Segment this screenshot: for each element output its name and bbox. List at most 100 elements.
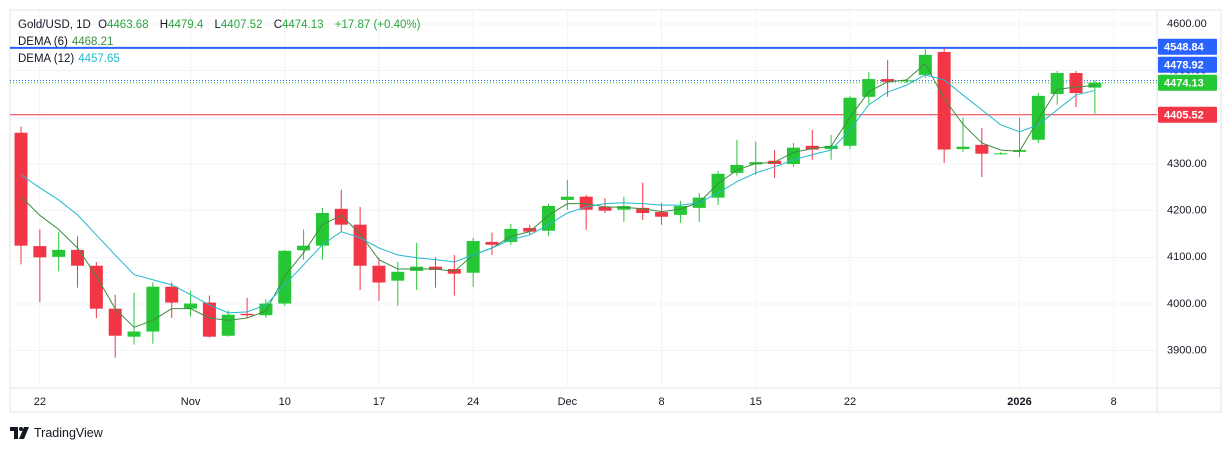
candle-body <box>994 153 1008 155</box>
x-tick-label: 10 <box>279 396 291 408</box>
candle-body <box>278 250 292 304</box>
candle-body <box>598 206 612 211</box>
candle-body <box>1031 95 1045 140</box>
brand: TradingView <box>34 426 103 440</box>
x-tick-label: 8 <box>658 396 664 408</box>
price-label-bg <box>1158 56 1217 73</box>
ohlc-value: 4463.68 <box>107 19 149 31</box>
legend: Gold/USD, 1D O4463.68 H4479.4 L4407.52 C… <box>18 17 424 68</box>
ohlc-label: L <box>214 19 221 31</box>
x-tick-label: 22 <box>844 396 856 408</box>
y-tick-label: 3900.00 <box>1167 345 1207 357</box>
candle-body <box>259 303 273 316</box>
candle-body <box>881 79 895 82</box>
candle-body <box>297 245 311 251</box>
candle-body <box>108 308 122 336</box>
candle-body <box>315 213 329 246</box>
symbol: Gold/USD, 1D <box>18 19 91 31</box>
ohlc: C4474.13 <box>274 19 328 31</box>
indicator-line <box>20 74 1095 314</box>
candle-body <box>655 212 669 217</box>
candle-body <box>89 265 103 309</box>
x-tick-label: 24 <box>467 396 479 408</box>
candle-body <box>730 164 744 173</box>
grid <box>10 10 1157 388</box>
price-label: 4474.13 <box>1164 78 1204 90</box>
candle-body <box>14 132 28 246</box>
candle-body <box>353 224 367 266</box>
candle-body <box>52 249 66 257</box>
x-tick-label: 22 <box>34 396 46 408</box>
ohlc: L4407.52 <box>215 19 267 31</box>
x-tick-label: 17 <box>373 396 385 408</box>
price-label: 4405.52 <box>1164 110 1204 122</box>
candle-body <box>466 241 480 273</box>
candle-body <box>202 302 216 337</box>
candle-body <box>485 241 499 245</box>
candle-body <box>372 265 386 283</box>
price-label-bg <box>1158 38 1217 55</box>
price-label: 4548.84 <box>1164 42 1205 54</box>
x-tick-label: 2026 <box>1007 396 1031 408</box>
ohlc-value: 4479.4 <box>168 19 204 31</box>
candle-body <box>146 286 160 332</box>
candle-body <box>673 206 687 215</box>
indicator-legend: DEMA (12) 4457.65 <box>18 51 424 68</box>
footer: TradingView <box>10 426 103 440</box>
candle-body <box>1088 82 1102 88</box>
x-tick-label: 15 <box>750 396 762 408</box>
ohlc-label: C <box>273 19 282 31</box>
candle-body <box>165 286 179 303</box>
change: +17.87 (+0.40%) <box>334 19 421 31</box>
ohlc-value: 4474.13 <box>282 19 324 31</box>
candle-body <box>560 196 574 200</box>
candle-body <box>899 80 913 82</box>
ohlc-value: 4407.52 <box>220 19 263 31</box>
candle-body <box>1050 73 1064 94</box>
candle-body <box>1069 73 1083 94</box>
candle-body <box>937 52 951 150</box>
indicator-legend: DEMA (6) 4468.21 <box>18 34 424 51</box>
candle-body <box>711 173 725 198</box>
y-tick-label: 4300.00 <box>1167 158 1207 170</box>
candle-body <box>542 206 556 231</box>
candle-body <box>127 331 141 337</box>
ohlc-label: H <box>159 19 169 31</box>
ohlc: H4479.4 <box>160 19 208 31</box>
x-tick-label: 8 <box>1111 396 1117 408</box>
candle-body <box>523 227 537 232</box>
candle-body <box>71 249 85 266</box>
indicator-value: 4457.65 <box>78 53 120 65</box>
y-tick-label: 4600.00 <box>1167 18 1207 30</box>
indicator-name: DEMA (12) <box>18 53 75 65</box>
candle-body <box>184 303 198 309</box>
ohlc: O4463.68 <box>98 19 153 31</box>
candle-body <box>391 271 405 281</box>
ohlc-label: O <box>98 19 108 31</box>
candle-body <box>334 208 348 225</box>
price-label-bg <box>1158 106 1217 123</box>
candle-body <box>428 266 442 270</box>
logo <box>10 427 29 439</box>
indicator-value: 4468.21 <box>71 36 114 48</box>
y-tick-label: 4200.00 <box>1167 205 1207 217</box>
x-tick-label: Dec <box>558 396 578 408</box>
candle-body <box>975 144 989 154</box>
indicator-line <box>20 62 1095 328</box>
price-label-bg <box>1158 74 1217 91</box>
candle-body <box>805 145 819 150</box>
candle-body <box>824 145 838 150</box>
price-label: 4478.92 <box>1164 60 1204 72</box>
candle-body <box>843 97 857 146</box>
indicator-name: DEMA (6) <box>18 36 68 48</box>
candle-body <box>862 79 876 97</box>
y-tick-label: 4100.00 <box>1167 251 1207 263</box>
candle-body <box>636 207 650 213</box>
legend-main: Gold/USD, 1D O4463.68 H4479.4 L4407.52 C… <box>18 17 424 34</box>
candle-body <box>221 314 235 336</box>
x-tick-label: Nov <box>181 396 201 408</box>
y-tick-label: 4000.00 <box>1167 298 1207 310</box>
candle-body <box>956 146 970 150</box>
